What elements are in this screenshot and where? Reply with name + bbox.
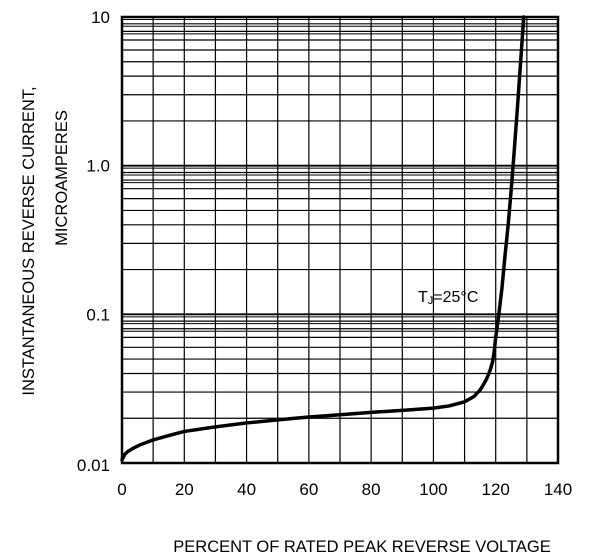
y-tick-label: 10	[91, 8, 110, 27]
junction-temperature-annotation: TJ=25°C	[418, 289, 478, 307]
x-tick-labels: 0 20 40 60 80 100 120 140	[117, 480, 572, 499]
reverse-current-curve	[122, 17, 524, 460]
y-axis-title-line2: MICROAMPERES	[53, 110, 71, 246]
y-tick-labels: 0.01 0.1 1.0 10	[77, 8, 110, 475]
y-tick-label: 1.0	[86, 157, 110, 176]
x-tick-label: 80	[362, 480, 381, 499]
y-tick-label: 0.1	[86, 305, 110, 324]
x-tick-label: 120	[482, 480, 510, 499]
y-axis-title-line1: INSTANTANEOUS REVERSE CURRENT,	[20, 86, 38, 395]
x-tick-label: 0	[117, 480, 126, 499]
x-tick-label: 60	[299, 480, 318, 499]
annotation-t: T	[418, 289, 428, 306]
x-tick-label: 20	[175, 480, 194, 499]
x-tick-label: 40	[237, 480, 256, 499]
x-axis-title: PERCENT OF RATED PEAK REVERSE VOLTAGE	[173, 538, 550, 556]
y-tick-label: 0.01	[77, 456, 110, 475]
x-tick-label: 100	[419, 480, 447, 499]
x-tick-label: 140	[544, 480, 572, 499]
annotation-value: =25°C	[433, 289, 478, 306]
grid	[122, 17, 558, 463]
